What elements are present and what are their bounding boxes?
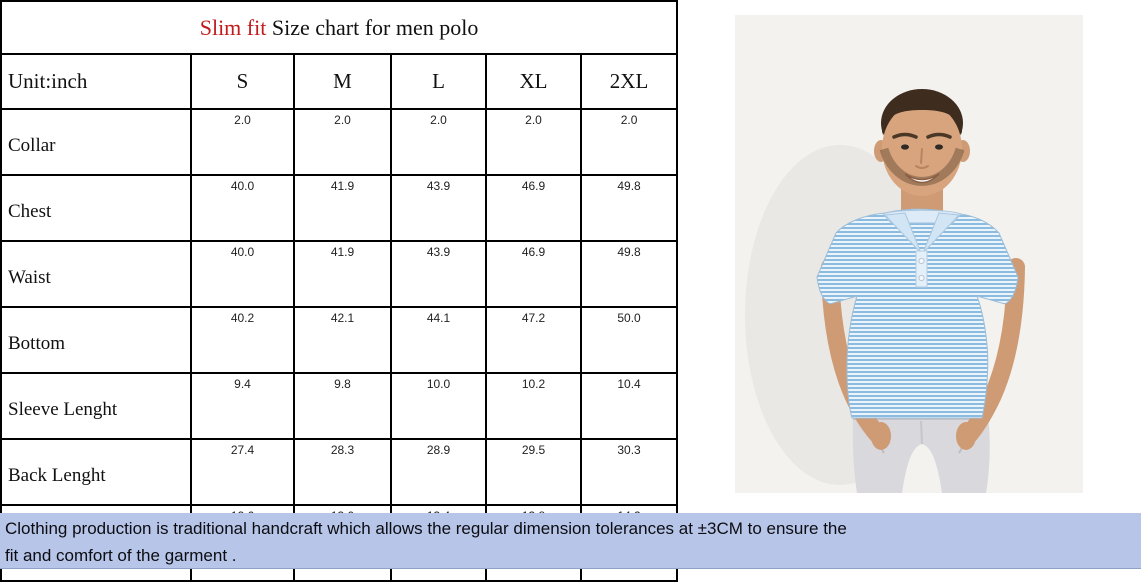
size-value: 9.4 bbox=[190, 372, 295, 440]
size-value: 10.2 bbox=[485, 372, 582, 440]
size-value: 46.9 bbox=[485, 240, 582, 308]
size-value: 28.3 bbox=[293, 438, 392, 506]
column-header-2xl: 2XL bbox=[579, 53, 679, 110]
product-photo bbox=[735, 15, 1083, 493]
page-title-rest: Size chart for men polo bbox=[266, 14, 479, 40]
size-value: 49.8 bbox=[579, 240, 679, 308]
unit-header: Unit:inch bbox=[0, 53, 192, 110]
size-value: 40.2 bbox=[190, 306, 295, 374]
size-value: 10.0 bbox=[390, 372, 487, 440]
table-row-chest: Chest 40.0 41.9 43.9 46.9 49.8 bbox=[0, 174, 679, 242]
size-value: 10.4 bbox=[579, 372, 679, 440]
table-row-back-lenght: Back Lenght 27.4 28.3 28.9 29.5 30.3 bbox=[0, 438, 679, 506]
size-chart-table: Slim fit Size chart for men polo Unit:in… bbox=[0, 0, 679, 582]
column-header-m: M bbox=[293, 53, 392, 110]
column-header-l: L bbox=[390, 53, 487, 110]
footer-note: Clothing production is traditional handc… bbox=[0, 513, 1141, 569]
size-value: 2.0 bbox=[390, 108, 487, 176]
table-row-collar: Collar 2.0 2.0 2.0 2.0 2.0 bbox=[0, 108, 679, 176]
column-header-s: S bbox=[190, 53, 295, 110]
row-label: Chest bbox=[0, 174, 192, 242]
size-value: 49.8 bbox=[579, 174, 679, 242]
size-value: 43.9 bbox=[390, 174, 487, 242]
row-label: Bottom bbox=[0, 306, 192, 374]
man-in-striped-polo-illustration bbox=[735, 15, 1083, 493]
size-value: 40.0 bbox=[190, 240, 295, 308]
size-value: 2.0 bbox=[293, 108, 392, 176]
footer-note-line1: Clothing production is traditional handc… bbox=[5, 519, 847, 538]
row-label: Waist bbox=[0, 240, 192, 308]
size-value: 50.0 bbox=[579, 306, 679, 374]
row-label: Back Lenght bbox=[0, 438, 192, 506]
page-title-highlight: Slim fit bbox=[199, 14, 267, 40]
size-value: 2.0 bbox=[485, 108, 582, 176]
size-value: 2.0 bbox=[579, 108, 679, 176]
size-value: 2.0 bbox=[190, 108, 295, 176]
row-label: Sleeve Lenght bbox=[0, 372, 192, 440]
header-row: Unit:inch S M L XL 2XL bbox=[0, 53, 679, 110]
table-row-bottom: Bottom 40.2 42.1 44.1 47.2 50.0 bbox=[0, 306, 679, 374]
column-header-xl: XL bbox=[485, 53, 582, 110]
size-value: 30.3 bbox=[579, 438, 679, 506]
size-value: 46.9 bbox=[485, 174, 582, 242]
size-value: 27.4 bbox=[190, 438, 295, 506]
size-value: 42.1 bbox=[293, 306, 392, 374]
size-value: 43.9 bbox=[390, 240, 487, 308]
size-value: 28.9 bbox=[390, 438, 487, 506]
size-value: 41.9 bbox=[293, 174, 392, 242]
size-value: 44.1 bbox=[390, 306, 487, 374]
page-title: Slim fit Size chart for men polo bbox=[0, 0, 679, 55]
table-row-waist: Waist 40.0 41.9 43.9 46.9 49.8 bbox=[0, 240, 679, 308]
size-value: 29.5 bbox=[485, 438, 582, 506]
size-value: 40.0 bbox=[190, 174, 295, 242]
footer-note-line2: fit and comfort of the garment . bbox=[5, 546, 237, 566]
title-row: Slim fit Size chart for men polo bbox=[0, 0, 679, 55]
row-label: Collar bbox=[0, 108, 192, 176]
size-value: 41.9 bbox=[293, 240, 392, 308]
size-value: 47.2 bbox=[485, 306, 582, 374]
table-row-sleeve-lenght: Sleeve Lenght 9.4 9.8 10.0 10.2 10.4 bbox=[0, 372, 679, 440]
size-value: 9.8 bbox=[293, 372, 392, 440]
